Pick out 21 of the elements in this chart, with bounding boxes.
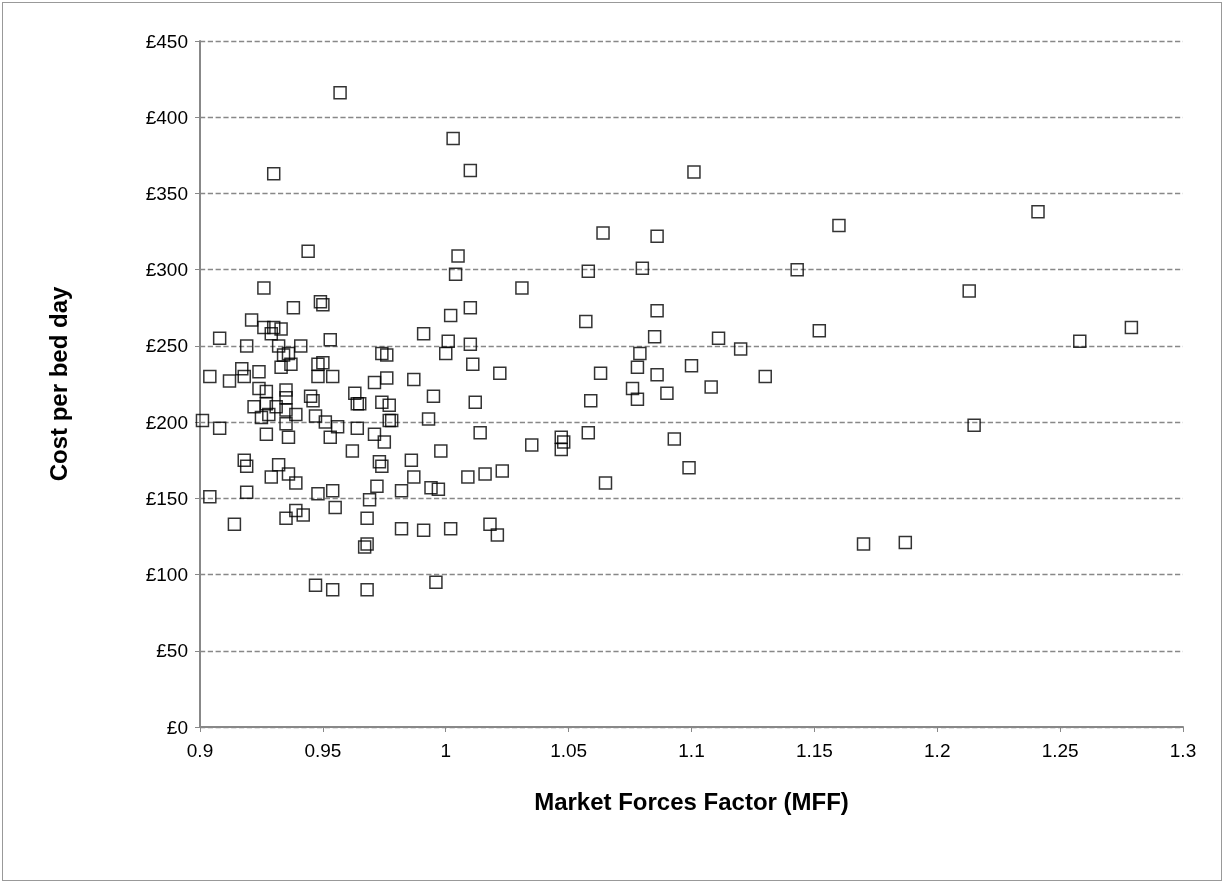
y-tick-label: £350 — [145, 182, 188, 204]
y-tick-label: £250 — [145, 335, 188, 357]
y-tick-label: £450 — [145, 30, 188, 52]
x-tick-label: 0.95 — [304, 740, 342, 761]
y-tick-label: £300 — [145, 259, 188, 281]
x-tick-label: 1 — [440, 740, 452, 761]
y-tick-label: £400 — [145, 106, 188, 128]
y-tick-label: £50 — [156, 640, 188, 662]
x-tick-label: 1.3 — [1169, 740, 1197, 761]
y-axis-title: Cost per bed day — [44, 286, 72, 482]
y-tick-label: £200 — [145, 411, 188, 433]
x-tick-label: 0.9 — [186, 740, 214, 761]
y-tick-label: £100 — [145, 564, 188, 586]
x-tick-label: 1.25 — [1041, 740, 1079, 761]
x-axis-title: Market Forces Factor (MFF) — [534, 787, 849, 815]
x-tick-label: 1.15 — [795, 740, 833, 761]
y-tick-label: £150 — [145, 487, 188, 509]
y-tick-label: £0 — [166, 716, 188, 738]
x-tick-label: 1.1 — [678, 740, 705, 761]
x-tick-label: 1.05 — [550, 740, 588, 761]
x-tick-label: 1.2 — [924, 740, 951, 761]
